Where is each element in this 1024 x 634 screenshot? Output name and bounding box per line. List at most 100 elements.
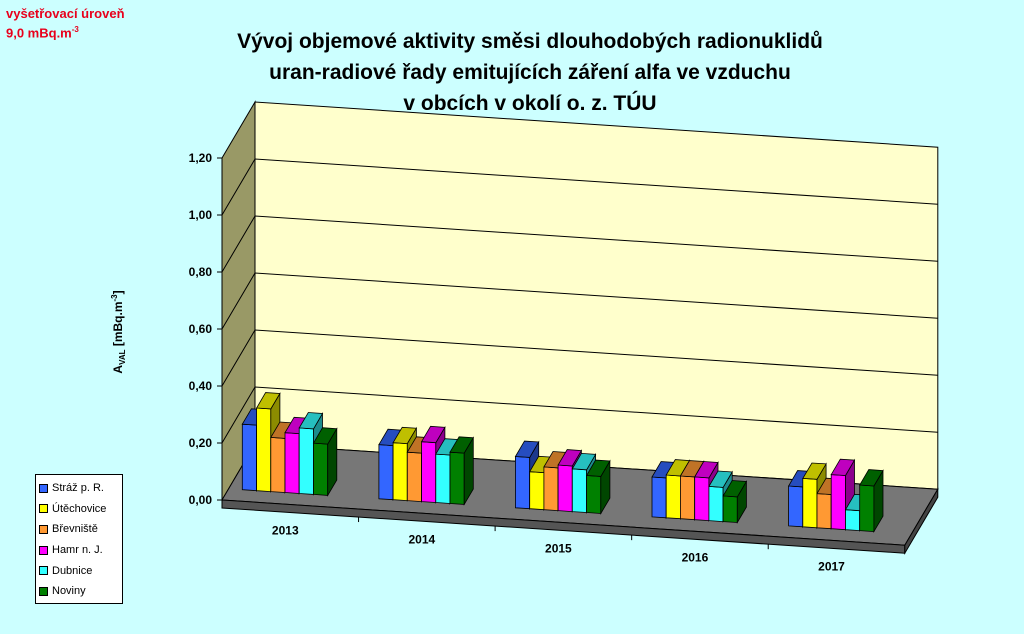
bar-top: [255, 392, 281, 410]
bar-top: [802, 462, 827, 480]
legend-swatch: [39, 504, 48, 514]
y-tick-label: 1,00: [189, 208, 213, 222]
legend-item: Dubnice: [39, 560, 119, 581]
bar-front: [392, 442, 408, 502]
chart-title-line-1: Vývoj objemové aktivity směsi dlouhodobý…: [237, 30, 823, 53]
bar-front: [571, 468, 587, 513]
bar-front: [586, 475, 602, 514]
legend-item: Stráž p. R.: [39, 478, 119, 499]
bar-front: [515, 456, 531, 510]
bar-front: [543, 466, 559, 512]
y-tick-label: 1,20: [189, 151, 213, 165]
bar-top: [392, 426, 418, 445]
y-tick-label: 0,00: [189, 493, 213, 507]
bar-front: [241, 423, 258, 492]
bar-top: [571, 452, 597, 471]
bar-top: [694, 461, 719, 479]
legend-label: Dubnice: [52, 564, 93, 577]
bar-front: [270, 436, 286, 493]
y-axis-label: AVAL [mBq.m-3]: [110, 290, 127, 373]
bar-front: [256, 407, 272, 493]
legend-label: Hamr n. J.: [52, 544, 103, 557]
y-tick-label: 0,40: [189, 379, 213, 393]
bar-front: [557, 464, 573, 513]
bar-front: [788, 485, 804, 528]
bar-front: [816, 493, 832, 530]
bar-front: [680, 475, 696, 521]
bar-front: [284, 432, 300, 494]
bar-6-2016: [722, 480, 748, 524]
legend-label: Stráž p. R.: [52, 482, 104, 495]
bar-front: [830, 474, 846, 531]
bar-top: [859, 469, 884, 487]
y-label-superscript: -3: [110, 294, 119, 302]
legend-item: Noviny: [39, 581, 119, 602]
x-tick-label: 2013: [272, 524, 299, 538]
chart-title: Vývoj objemové aktivity směsi dlouhodobý…: [120, 26, 940, 119]
bar-front: [435, 453, 451, 504]
gridline: [221, 215, 938, 273]
floor-side: [904, 487, 939, 556]
bar-front: [694, 476, 710, 522]
bar-6-2015: [585, 459, 611, 515]
y-tick-label: 0,20: [189, 436, 213, 450]
bar-front: [859, 484, 875, 533]
bar-front: [708, 485, 724, 523]
bar-top: [830, 458, 856, 476]
bar-top: [298, 412, 324, 430]
bar-top: [585, 459, 611, 477]
bar-front: [449, 451, 465, 505]
legend-swatch: [39, 545, 48, 555]
y-label-symbol: A: [111, 365, 125, 374]
gridline: [221, 158, 938, 216]
bar-front: [298, 427, 314, 495]
bar-top: [420, 425, 446, 444]
legend-label: Noviny: [52, 585, 86, 598]
gridline: [221, 329, 938, 387]
bar-top: [514, 440, 540, 458]
legend-swatch: [39, 524, 48, 534]
x-tick-label: 2017: [818, 560, 845, 574]
note-value: 9,0 mBq.m: [6, 25, 72, 41]
bars: [241, 392, 884, 534]
bar-6-2014: [449, 436, 474, 506]
x-tick-label: 2015: [545, 542, 572, 556]
legend-item: Útěchovice: [39, 499, 119, 520]
legend-swatch: [39, 483, 48, 493]
bar-top: [557, 449, 583, 467]
bar-front: [421, 441, 437, 503]
y-label-unit: [mBq.m: [111, 302, 125, 350]
bar-front: [722, 495, 738, 523]
bar-top: [722, 480, 748, 498]
note-exponent: -3: [71, 25, 79, 34]
bar-front: [802, 477, 818, 529]
y-tick-label: 0,80: [189, 265, 213, 279]
legend-swatch: [39, 566, 48, 576]
legend-swatch: [39, 586, 48, 596]
chart-legend: Stráž p. R. Útěchovice Břevniště Hamr n. J.…: [35, 474, 123, 604]
bar-6-2013: [312, 427, 338, 497]
chart-title-line-3: v obcích v okolí o. z. TÚU: [403, 92, 657, 115]
x-tick-label: 2014: [408, 533, 435, 547]
bar-front: [406, 451, 423, 503]
gridline: [221, 386, 938, 444]
chart-title-line-2: uran-radiové řady emitujících záření alf…: [269, 61, 791, 84]
y-label-subscript: VAL: [118, 349, 127, 365]
y-label-bracket: ]: [111, 290, 125, 294]
note-line-2: 9,0 mBq.m-3: [6, 22, 125, 41]
bar-front: [378, 444, 394, 501]
bar-top: [312, 427, 338, 445]
note-line-1: vyšetřovací úroveň: [6, 6, 125, 21]
x-tick-label: 2016: [682, 551, 709, 565]
investigation-level-note: vyšetřovací úroveň 9,0 mBq.m-3: [6, 6, 125, 41]
legend-item: Břevniště: [39, 519, 119, 540]
bar-front: [529, 471, 545, 511]
bar-front: [313, 442, 329, 496]
legend-label: Břevniště: [52, 523, 98, 536]
bar-top: [708, 470, 733, 488]
gridline: [221, 272, 938, 330]
legend-label: Útěchovice: [52, 502, 107, 515]
bar-front: [665, 474, 681, 520]
bar-front: [651, 476, 667, 519]
